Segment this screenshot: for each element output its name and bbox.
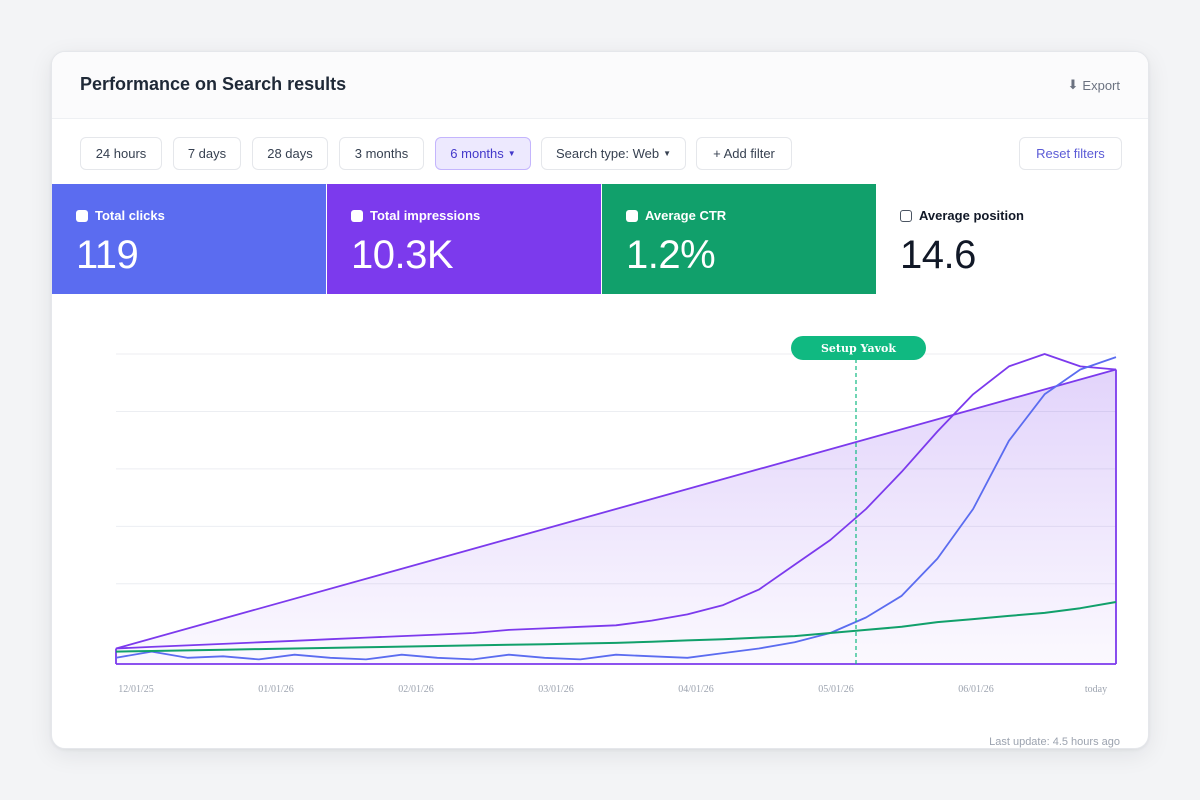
series-line-average-ctr	[115, 601, 1117, 653]
page-title: Performance on Search results	[80, 74, 347, 94]
metric-label: Average CTR	[645, 208, 727, 223]
caret-down-icon: ▼	[507, 149, 516, 158]
checkbox-icon[interactable]	[900, 209, 912, 222]
x-tick-label: 12/01/25	[118, 684, 154, 695]
performance-card: Performance on Search results ⬇ Export 2…	[51, 51, 1149, 749]
range-28-days-button[interactable]: 28 days	[252, 137, 328, 170]
metric-value: 10.3K	[351, 233, 454, 277]
search-type-dropdown[interactable]: Search type: Web ▼	[541, 137, 686, 170]
caret-down-icon: ▼	[663, 149, 671, 158]
last-update-text: Last update: 4.5 hours ago	[989, 736, 1120, 748]
metric-value: 14.6	[900, 233, 976, 277]
metric-average-ctr[interactable]: Average CTR 1.2%	[602, 184, 876, 294]
metric-value: 119	[76, 233, 139, 277]
range-6-months-label: 6 months	[450, 146, 504, 161]
search-type-label: Search type: Web	[555, 146, 660, 161]
series-line-total-clicks	[115, 356, 1117, 661]
download-icon: ⬇	[1067, 77, 1079, 92]
x-tick-label: today	[1085, 684, 1107, 695]
metric-total-impressions[interactable]: Total impressions 10.3K	[327, 184, 601, 294]
export-button[interactable]: ⬇ Export	[1068, 77, 1120, 93]
checkbox-icon[interactable]	[626, 209, 638, 222]
add-filter-button[interactable]: + Add filter	[696, 137, 792, 170]
metric-tiles: Total clicks 119 Total impressions 10.3K…	[52, 184, 1148, 294]
range-6-months-button[interactable]: 6 months ▼	[435, 137, 531, 170]
x-tick-label: 02/01/26	[398, 684, 434, 695]
checkbox-icon[interactable]	[351, 209, 363, 222]
metric-total-clicks[interactable]: Total clicks 119	[52, 184, 326, 294]
annotation-label[interactable]: Setup Yavok	[791, 336, 926, 360]
metric-label: Total impressions	[370, 208, 481, 223]
impressions-area	[116, 369, 1116, 664]
chart-svg: 12/01/25 01/01/26 02/01/26 03/01/26 04/01/26…	[115, 352, 1117, 695]
reset-filters-button[interactable]: Reset filters	[1019, 137, 1122, 170]
metric-value: 1.2%	[626, 233, 716, 277]
metric-label: Average position	[919, 208, 1024, 223]
impressions-trend-line	[115, 368, 1117, 650]
checkbox-icon[interactable]	[76, 209, 88, 222]
series-line-total-impressions	[115, 353, 1117, 650]
export-label: Export	[1082, 77, 1120, 93]
metric-label: Total clicks	[95, 208, 165, 223]
x-tick-label: 06/01/26	[958, 684, 994, 695]
x-tick-label: 01/01/26	[258, 684, 294, 695]
x-tick-label: 03/01/26	[538, 684, 574, 695]
x-tick-label: 04/01/26	[678, 684, 714, 695]
range-24-hours-button[interactable]: 24 hours	[80, 137, 162, 170]
range-3-months-button[interactable]: 3 months	[339, 137, 424, 170]
filter-toolbar: 24 hours 7 days 28 days 3 months 6 month…	[52, 118, 1148, 185]
metric-average-position[interactable]: Average position 14.6	[876, 184, 1148, 294]
performance-chart: 12/01/25 01/01/26 02/01/26 03/01/26 04/01/26…	[52, 294, 1148, 748]
x-tick-label: 05/01/26	[818, 684, 854, 695]
range-7-days-button[interactable]: 7 days	[173, 137, 241, 170]
card-header: Performance on Search results ⬇ Export	[52, 52, 1148, 119]
